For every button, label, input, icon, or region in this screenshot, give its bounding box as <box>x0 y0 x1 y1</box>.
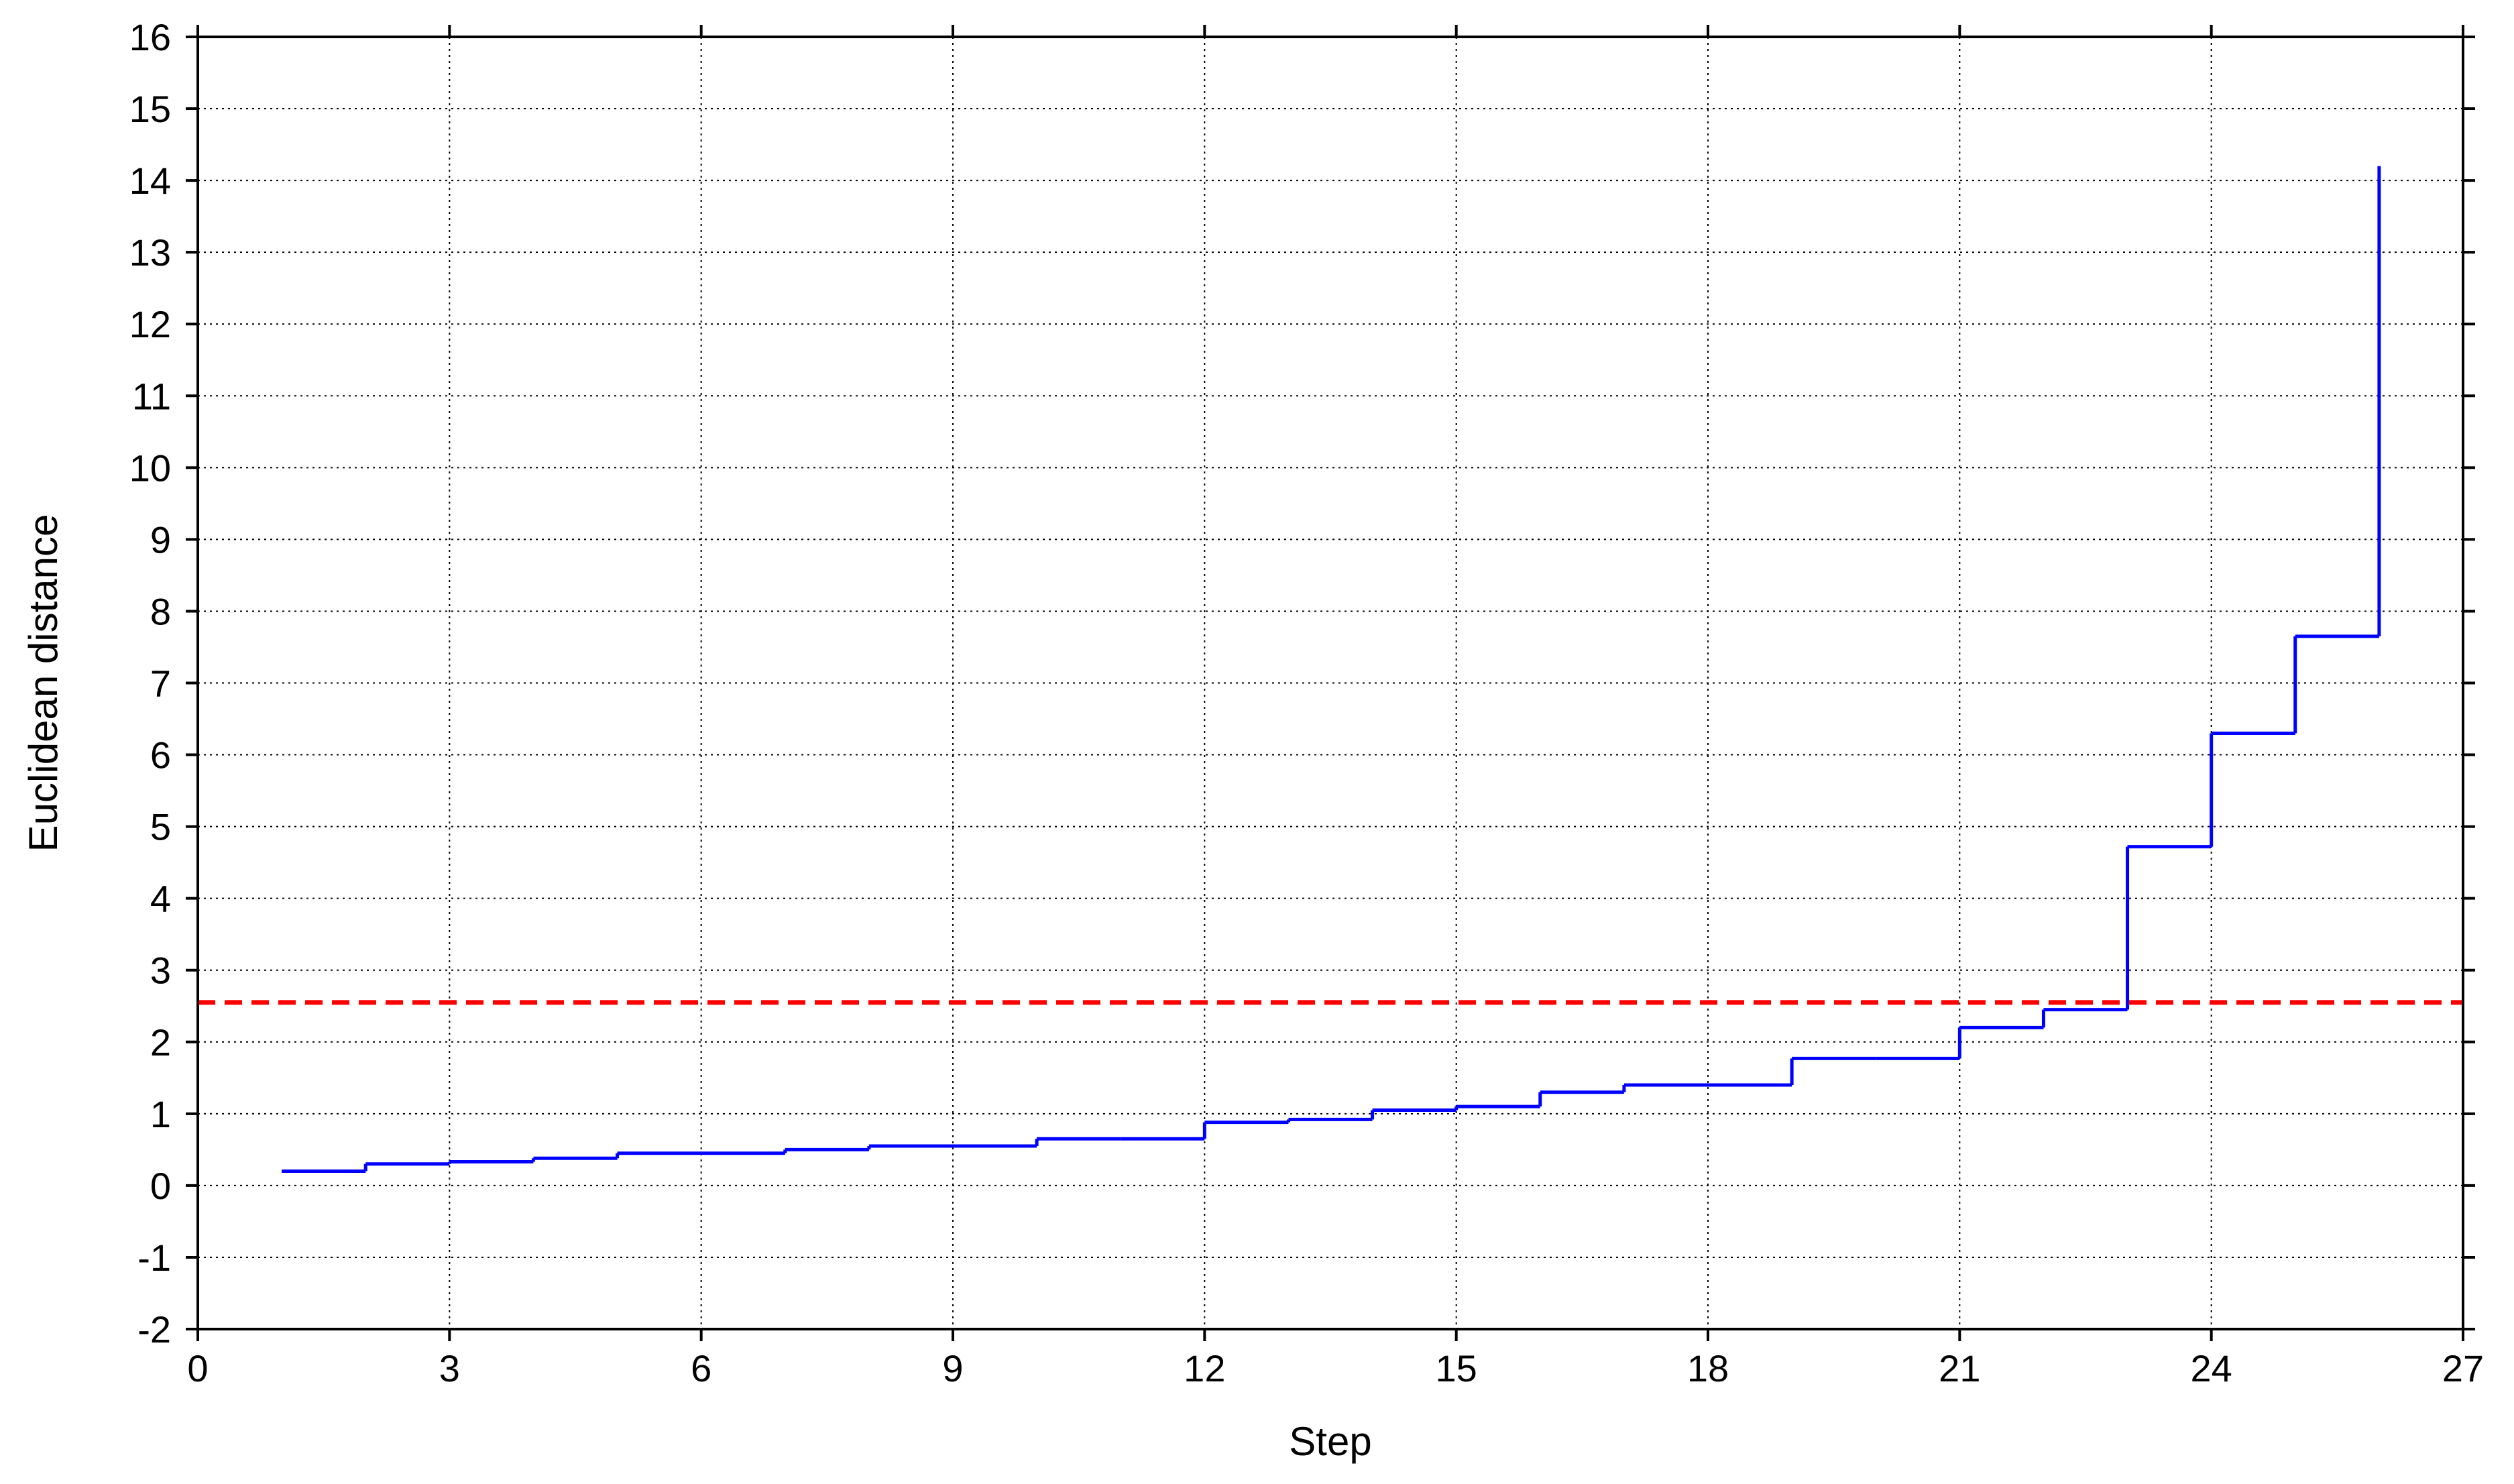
y-tick-label: 14 <box>129 160 171 202</box>
x-tick-label: 18 <box>1687 1347 1729 1389</box>
tick-labels: 0 3 6 9 12 15 18 21 24 27-2-101234567891011121314… <box>129 16 2484 1389</box>
y-tick-label: 5 <box>150 806 171 848</box>
y-tick-label: 10 <box>129 447 171 489</box>
y-tick-label: 16 <box>129 16 171 58</box>
x-tick-label: 27 <box>2442 1347 2484 1389</box>
y-tick-label: -2 <box>137 1308 171 1351</box>
x-tick-label: 3 <box>439 1347 460 1389</box>
y-tick-label: 13 <box>129 231 171 274</box>
y-tick-label: 8 <box>150 590 171 632</box>
x-tick-label: 15 <box>1436 1347 1477 1389</box>
y-tick-label: 1 <box>150 1093 171 1135</box>
y-tick-label: 4 <box>150 878 171 920</box>
y-tick-label: 9 <box>150 518 171 561</box>
grid <box>198 37 2463 1329</box>
x-tick-label: 12 <box>1184 1347 1225 1389</box>
ticks <box>186 25 2475 1341</box>
y-tick-label: 11 <box>132 375 171 417</box>
y-tick-label: 12 <box>129 303 171 345</box>
y-tick-label: 3 <box>150 950 171 992</box>
x-tick-label: 6 <box>691 1347 711 1389</box>
x-tick-label: 0 <box>187 1347 208 1389</box>
y-tick-label: 15 <box>129 88 171 130</box>
y-tick-label: -1 <box>137 1237 171 1279</box>
y-tick-label: 7 <box>150 663 171 705</box>
series <box>282 166 2381 1173</box>
x-tick-label: 24 <box>2191 1347 2232 1389</box>
y-tick-label: 2 <box>150 1021 171 1064</box>
y-tick-label: 6 <box>150 734 171 777</box>
x-axis-label: Step <box>1289 1419 1371 1464</box>
x-tick-label: 9 <box>942 1347 963 1389</box>
y-axis-label: Euclidean distance <box>21 514 66 852</box>
x-tick-label: 21 <box>1939 1347 1980 1389</box>
y-tick-label: 0 <box>150 1165 171 1207</box>
